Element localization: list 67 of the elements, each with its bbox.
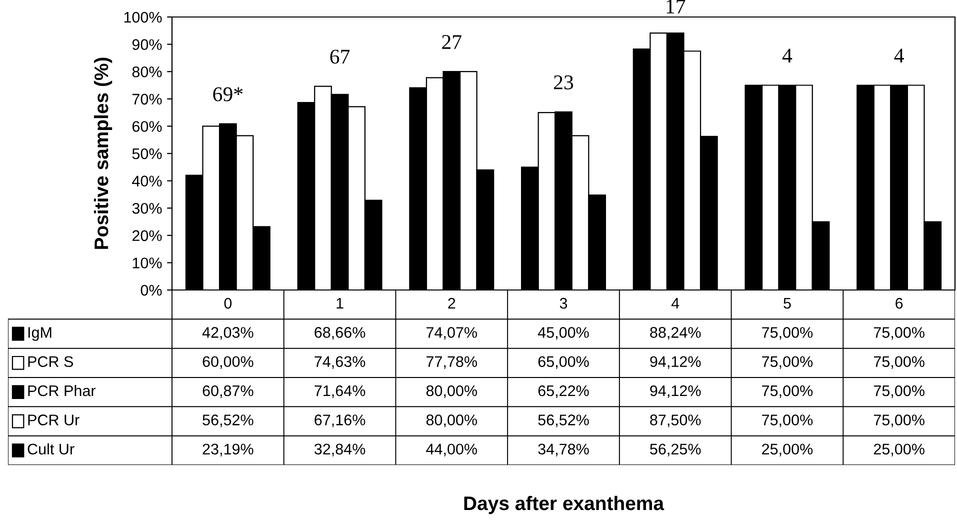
y-tick-label: 40% xyxy=(132,176,162,186)
data-label: 34,78% xyxy=(538,444,589,456)
data-label: 45,00% xyxy=(538,327,589,340)
data-label: 23,19% xyxy=(202,444,254,456)
data-label: 88,24% xyxy=(650,327,701,340)
y-tick-label: 50% xyxy=(132,148,162,160)
data-label: 75,00% xyxy=(874,327,924,340)
data-label: 32,84% xyxy=(314,444,366,456)
data-label: 87,50% xyxy=(650,414,701,428)
legend-label: PCR S xyxy=(28,356,74,368)
y-tick-label: 10% xyxy=(132,258,162,268)
y-tick-label: 80% xyxy=(132,66,162,78)
data-label: 75,00% xyxy=(874,414,924,428)
y-axis-title: Positive samples (%) xyxy=(94,58,112,249)
legend-label: PCR Ur xyxy=(28,414,80,426)
data-label: 75,00% xyxy=(762,356,813,369)
data-label: 80,00% xyxy=(426,414,478,428)
data-label: 42,03% xyxy=(202,327,254,340)
data-label: 71,64% xyxy=(314,385,366,398)
data-label: 75,00% xyxy=(874,356,924,369)
y-tick-label: 30% xyxy=(132,202,162,214)
data-label: 74,07% xyxy=(426,327,478,340)
x-tick-label: 4 xyxy=(671,298,680,309)
annotation: 27 xyxy=(442,35,462,49)
text: 17 xyxy=(666,0,686,14)
data-label: 75,00% xyxy=(874,385,924,398)
data-label: 25,00% xyxy=(874,444,924,456)
data-label: 56,52% xyxy=(202,414,254,428)
data-label: 80,00% xyxy=(426,385,478,398)
y-tick-label: 20% xyxy=(132,230,162,242)
data-label: 94,12% xyxy=(650,385,701,398)
data-label: 68,66% xyxy=(314,327,366,340)
data-label: 60,87% xyxy=(202,385,254,398)
y-tick-label: 90% xyxy=(132,39,162,50)
annotation: 4 xyxy=(782,48,792,62)
data-label: 94,12% xyxy=(650,356,701,369)
data-label: 56,52% xyxy=(538,414,589,428)
data-label: 75,00% xyxy=(762,414,813,428)
y-tick-label: 70% xyxy=(132,94,162,105)
data-label: 65,00% xyxy=(538,356,589,369)
y-tick-label: 100% xyxy=(124,12,162,23)
x-tick-label: 1 xyxy=(336,298,344,309)
x-tick-label: 0 xyxy=(224,298,232,309)
legend-label: IgM xyxy=(28,327,52,341)
data-label: 25,00% xyxy=(762,444,813,456)
data-label: 44,00% xyxy=(426,444,478,456)
data-label: 75,00% xyxy=(762,385,813,398)
legend-label: Cult Ur xyxy=(28,443,74,455)
legend-label: PCR Phar xyxy=(28,384,96,396)
data-label: 74,63% xyxy=(314,356,366,369)
x-tick-label: 6 xyxy=(896,298,903,309)
x-tick-label: 5 xyxy=(784,298,791,309)
x-tick-label: 2 xyxy=(448,298,456,309)
annotation: 23 xyxy=(554,75,574,90)
data-label: 77,78% xyxy=(426,356,478,369)
y-tick-label: 0% xyxy=(140,284,162,296)
y-tick-label: 60% xyxy=(132,121,162,132)
data-label: 56,25% xyxy=(650,444,701,456)
data-label: 75,00% xyxy=(762,327,813,340)
annotation: 69* xyxy=(213,87,243,102)
x-tick-label: 3 xyxy=(560,298,568,309)
annotation: 4 xyxy=(894,48,904,62)
text: Days after exanthema xyxy=(464,496,664,514)
data-label: 65,22% xyxy=(538,385,589,398)
annotation: 67 xyxy=(330,50,350,64)
data-label: 60,00% xyxy=(202,356,254,369)
data-label: 67,16% xyxy=(314,414,366,428)
